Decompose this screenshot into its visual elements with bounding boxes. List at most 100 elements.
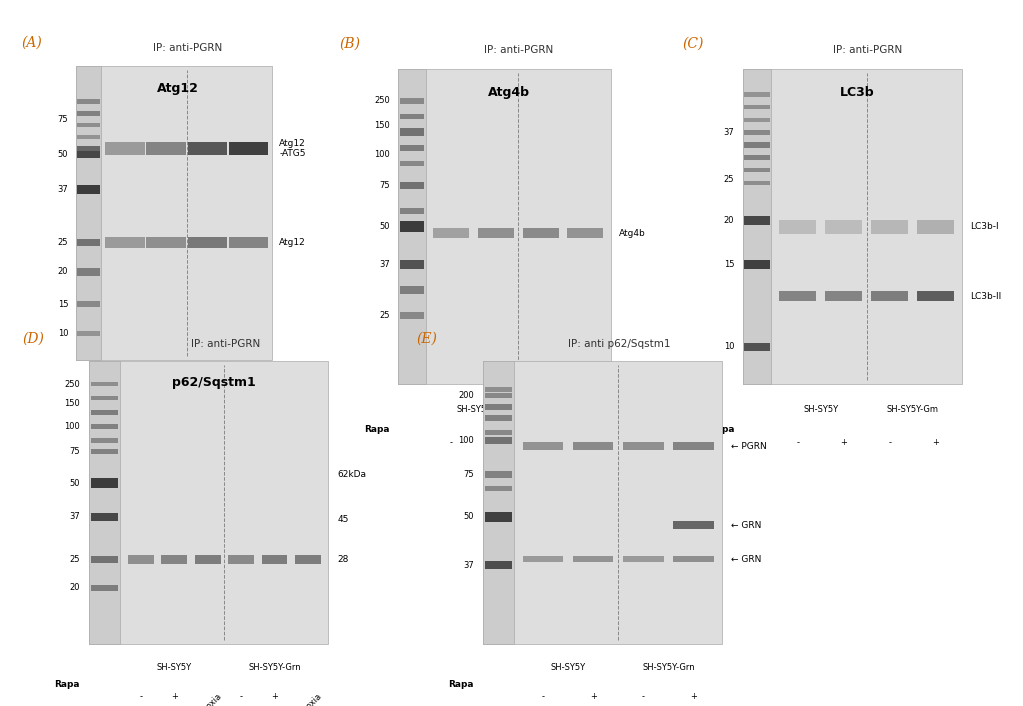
Bar — [89, 361, 328, 644]
Bar — [526, 556, 561, 563]
Text: 10: 10 — [57, 329, 69, 338]
Bar — [76, 66, 272, 360]
Bar — [676, 443, 711, 450]
Text: ← PGRN: ← PGRN — [731, 442, 767, 450]
Bar — [780, 220, 816, 234]
Text: LC3b-I: LC3b-I — [971, 222, 999, 232]
Bar — [623, 556, 664, 563]
Text: (E): (E) — [416, 332, 438, 346]
Bar — [873, 220, 907, 234]
Text: 20: 20 — [57, 268, 69, 276]
Bar — [826, 291, 862, 301]
Bar — [576, 556, 611, 563]
Text: -: - — [888, 438, 891, 447]
Text: 100: 100 — [458, 436, 474, 445]
Text: +: + — [691, 692, 697, 701]
Bar — [89, 361, 121, 644]
Text: -: - — [139, 692, 142, 701]
Text: 150: 150 — [374, 121, 390, 131]
Bar — [745, 342, 769, 351]
Bar — [162, 555, 187, 564]
Bar — [187, 237, 227, 249]
Bar — [228, 555, 254, 564]
Bar — [190, 237, 224, 249]
Text: SH-SY5Y-Grn: SH-SY5Y-Grn — [642, 662, 695, 671]
Bar — [229, 142, 268, 155]
Text: Rapa: Rapa — [448, 680, 474, 689]
Bar — [485, 393, 513, 397]
Text: IP: anti p62/Sqstm1: IP: anti p62/Sqstm1 — [568, 340, 670, 349]
Text: LC3b-II: LC3b-II — [971, 292, 1002, 301]
Bar — [229, 237, 267, 249]
Text: ← GRN: ← GRN — [731, 521, 762, 530]
Bar — [398, 69, 611, 385]
Bar — [745, 168, 769, 172]
Bar — [400, 128, 425, 136]
Bar — [262, 555, 286, 564]
Text: IP: anti-PGRN: IP: anti-PGRN — [833, 44, 902, 54]
Bar — [524, 229, 558, 238]
Bar — [77, 268, 100, 275]
Bar — [128, 555, 153, 564]
Text: 75: 75 — [463, 470, 474, 479]
Text: ← GRN: ← GRN — [731, 555, 762, 564]
Bar — [872, 291, 908, 301]
Bar — [745, 142, 769, 148]
Bar — [91, 382, 119, 386]
Text: 150: 150 — [64, 400, 80, 408]
Bar — [77, 239, 100, 246]
Text: SH-SY5Y: SH-SY5Y — [157, 662, 191, 671]
Bar — [400, 260, 425, 270]
Text: SH-SY5Y-Grn: SH-SY5Y-Grn — [536, 405, 589, 414]
Text: 37: 37 — [69, 513, 80, 522]
Text: 75: 75 — [57, 114, 69, 124]
Text: +: + — [492, 438, 499, 447]
Text: +: + — [582, 438, 588, 447]
Bar — [436, 229, 466, 238]
Bar — [485, 512, 513, 522]
Text: IP: anti-PGRN: IP: anti-PGRN — [152, 44, 222, 54]
Bar — [576, 443, 611, 450]
Bar — [91, 396, 119, 400]
Bar — [828, 291, 859, 301]
Bar — [673, 522, 714, 530]
Text: 50: 50 — [463, 513, 474, 522]
Bar — [77, 111, 100, 116]
Text: -: - — [239, 692, 242, 701]
Bar — [626, 443, 661, 450]
Bar — [874, 220, 905, 234]
Bar — [523, 443, 564, 450]
Bar — [77, 145, 100, 152]
Bar — [826, 220, 862, 234]
Bar — [567, 229, 604, 238]
Text: 50: 50 — [70, 479, 80, 488]
Bar — [920, 291, 951, 301]
Bar — [195, 555, 220, 564]
Text: 75: 75 — [380, 181, 390, 191]
Bar — [918, 220, 954, 234]
Bar — [673, 556, 714, 563]
Text: SH-SY5Y: SH-SY5Y — [128, 379, 163, 388]
Bar — [108, 237, 141, 249]
Text: -: - — [641, 692, 644, 701]
Bar — [674, 443, 713, 450]
Bar — [483, 361, 515, 644]
Bar — [745, 261, 769, 269]
Bar — [229, 142, 267, 155]
Bar — [623, 443, 664, 450]
Bar — [91, 478, 119, 488]
Bar — [745, 216, 769, 225]
Text: 10: 10 — [723, 342, 735, 351]
Text: 37: 37 — [57, 185, 69, 194]
Bar — [264, 555, 285, 564]
Bar — [91, 556, 119, 563]
Bar — [626, 556, 661, 563]
Bar — [782, 220, 813, 234]
Bar — [194, 555, 221, 564]
Text: 37: 37 — [462, 561, 474, 570]
Text: Atg12
-ATG5: Atg12 -ATG5 — [279, 139, 306, 158]
Text: (A): (A) — [21, 36, 42, 50]
Text: +: + — [932, 438, 939, 447]
Text: 37: 37 — [379, 261, 390, 269]
Bar — [162, 555, 186, 564]
